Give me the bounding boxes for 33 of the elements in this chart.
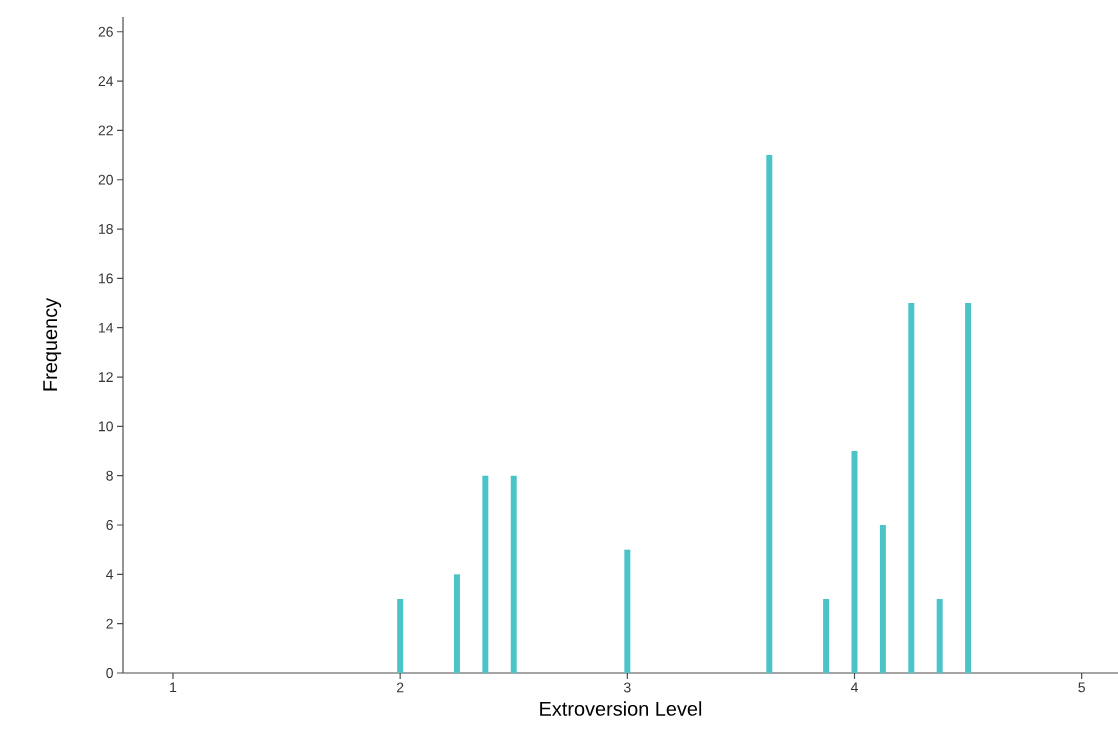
bar (965, 303, 972, 673)
y-tick-label: 26 (98, 26, 113, 37)
y-tick-label: 8 (106, 470, 113, 481)
y-tick-label: 14 (99, 322, 114, 333)
x-tick-label: 1 (170, 682, 177, 693)
bar (936, 599, 943, 673)
y-tick-label: 4 (106, 569, 114, 580)
y-axis-title: Frequency (43, 297, 62, 391)
x-tick-label: 4 (850, 682, 858, 693)
x-tick-label: 5 (1078, 682, 1085, 693)
bar (397, 599, 404, 673)
y-tick-label: 22 (98, 125, 113, 136)
x-axis-title: Extroversion Level (540, 701, 702, 716)
x-tick-label: 3 (623, 682, 631, 693)
bar (823, 599, 830, 673)
y-tick-label: 12 (99, 372, 113, 382)
y-tick-label: 0 (106, 668, 113, 678)
y-tick-label: 24 (98, 76, 114, 86)
y-tick-label: 16 (99, 273, 113, 284)
bar (453, 574, 460, 673)
y-tick-label: 2 (106, 618, 113, 629)
y-tick-label: 6 (106, 520, 113, 530)
bar (766, 155, 773, 673)
y-tick-label: 10 (99, 421, 113, 432)
y-tick-label: 20 (98, 174, 113, 185)
bar (624, 549, 631, 673)
bar (851, 451, 858, 673)
x-tick-label: 2 (396, 682, 404, 693)
bar (879, 525, 886, 673)
bar (908, 303, 915, 673)
bar (482, 475, 489, 673)
y-tick-label: 18 (99, 224, 113, 235)
bar (510, 475, 517, 673)
